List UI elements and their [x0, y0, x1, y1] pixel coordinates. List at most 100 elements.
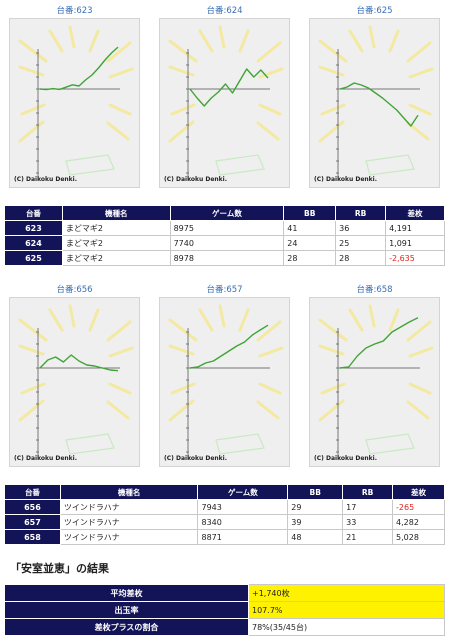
diff-cell: 5,028: [392, 529, 445, 545]
summary-row: 出玉率 107.7%: [4, 601, 445, 619]
decor-tile: [65, 154, 115, 176]
diff-cell: 1,091: [385, 235, 445, 251]
chart-grid-2: 台番:656 (C) Daikoku Denki. 台番:657 (C) Dai…: [4, 284, 445, 467]
bb-cell: 48: [287, 529, 344, 545]
light-ray: [318, 65, 345, 77]
diff-cell: 4,191: [385, 220, 445, 236]
chart-grid-1: 台番:623 (C) Daikoku Denki. 台番:624 (C) Dai…: [4, 5, 445, 188]
light-ray: [258, 67, 284, 79]
machine-cell: まどマギ2: [61, 235, 171, 251]
games-cell: 7943: [197, 499, 289, 515]
light-ray: [218, 304, 226, 328]
light-ray: [348, 308, 364, 332]
light-ray: [256, 400, 280, 420]
header-diff: 差枚: [385, 205, 445, 221]
header-diff: 差枚: [392, 484, 445, 500]
table-row: 657 ツインドラハナ 8340 39 33 4,282: [4, 514, 445, 530]
light-ray: [18, 399, 45, 422]
light-ray: [168, 120, 195, 143]
machine-cell: ツインドラハナ: [59, 499, 199, 515]
slump-line: [39, 354, 119, 372]
light-ray: [408, 346, 434, 358]
slump-line: [39, 46, 119, 91]
diff-cell: 4,282: [392, 514, 445, 530]
light-ray: [18, 318, 48, 342]
unit-no-cell: 624: [4, 235, 63, 251]
slump-graph-svg: [18, 304, 134, 460]
unit-no-cell: 623: [4, 220, 63, 236]
light-ray: [168, 344, 195, 356]
unit-no-cell: 658: [4, 529, 61, 545]
light-ray: [18, 120, 45, 143]
machine-cell: まどマギ2: [61, 250, 171, 266]
light-ray: [170, 103, 196, 116]
unit-label-link[interactable]: 台番:623: [56, 6, 93, 16]
machine-cell: ツインドラハナ: [59, 529, 199, 545]
light-ray: [368, 25, 376, 49]
rb-cell: 17: [342, 499, 394, 515]
light-ray: [318, 39, 348, 63]
light-ray: [256, 121, 280, 141]
unit-results-table-2: 台番 機種名 ゲーム数 BB RB 差枚 656 ツインドラハナ 7943 29…: [4, 484, 445, 545]
unit-chart-cell: 台番:657 (C) Daikoku Denki.: [154, 284, 295, 467]
light-ray: [256, 320, 282, 342]
slump-line: [189, 68, 269, 107]
unit-label-link[interactable]: 台番:625: [356, 6, 393, 16]
unit-chart-cell: 台番:624 (C) Daikoku Denki.: [154, 5, 295, 188]
light-ray: [18, 344, 45, 356]
light-ray: [170, 382, 196, 395]
light-ray: [20, 103, 46, 116]
summary-label: 出玉率: [4, 601, 249, 619]
unit-chart-cell: 台番:623 (C) Daikoku Denki.: [4, 5, 145, 188]
light-ray: [198, 308, 214, 332]
unit-chart-cell: 台番:625 (C) Daikoku Denki.: [304, 5, 445, 188]
unit-label-link[interactable]: 台番:624: [206, 6, 243, 16]
light-ray: [68, 304, 76, 328]
light-ray: [320, 103, 346, 116]
table-header-row: 台番 機種名 ゲーム数 BB RB 差枚: [4, 484, 445, 500]
slump-graph-svg: [168, 25, 284, 181]
light-ray: [168, 65, 195, 77]
light-ray: [258, 346, 284, 358]
light-ray: [318, 318, 348, 342]
unit-label-link[interactable]: 台番:658: [356, 285, 393, 295]
diff-cell: -265: [392, 499, 445, 515]
unit-label-link[interactable]: 台番:657: [206, 285, 243, 295]
light-ray: [318, 120, 345, 143]
slump-graph-svg: [168, 304, 284, 460]
slump-graph[interactable]: (C) Daikoku Denki.: [159, 297, 290, 467]
summary-row: 差枚プラスの割合 78%(35/45台): [4, 618, 445, 636]
light-ray: [258, 382, 282, 395]
decor-tile: [215, 154, 265, 176]
summary-label: 平均差枚: [4, 584, 249, 602]
light-ray: [218, 25, 226, 49]
light-ray: [258, 103, 282, 116]
unit-chart-cell: 台番:656 (C) Daikoku Denki.: [4, 284, 145, 467]
slump-graph[interactable]: (C) Daikoku Denki.: [9, 297, 140, 467]
light-ray: [406, 41, 432, 63]
slump-graph[interactable]: (C) Daikoku Denki.: [309, 297, 440, 467]
table-row: 624 まどマギ2 7740 24 25 1,091: [4, 235, 445, 251]
summary-heading: 「安室並恵」の結果: [10, 562, 109, 575]
slump-graph[interactable]: (C) Daikoku Denki.: [309, 18, 440, 188]
rb-cell: 33: [342, 514, 394, 530]
light-ray: [168, 399, 195, 422]
table-row: 656 ツインドラハナ 7943 29 17 -265: [4, 499, 445, 515]
light-ray: [318, 344, 345, 356]
header-unit-no: 台番: [4, 484, 61, 500]
slump-line: [189, 324, 269, 369]
light-ray: [108, 346, 134, 358]
unit-label-link[interactable]: 台番:656: [56, 285, 93, 295]
copyright-text: (C) Daikoku Denki.: [14, 176, 78, 183]
bb-cell: 41: [283, 220, 337, 236]
table-row: 625 まどマギ2 8978 28 28 -2,635: [4, 250, 445, 266]
games-cell: 8978: [169, 250, 285, 266]
slump-line: [339, 82, 419, 127]
machine-cell: ツインドラハナ: [59, 514, 199, 530]
slump-graph[interactable]: (C) Daikoku Denki.: [9, 18, 140, 188]
copyright-text: (C) Daikoku Denki.: [164, 176, 228, 183]
light-ray: [48, 29, 64, 53]
light-ray: [106, 400, 130, 420]
slump-graph[interactable]: (C) Daikoku Denki.: [159, 18, 290, 188]
decor-tile: [365, 433, 415, 455]
